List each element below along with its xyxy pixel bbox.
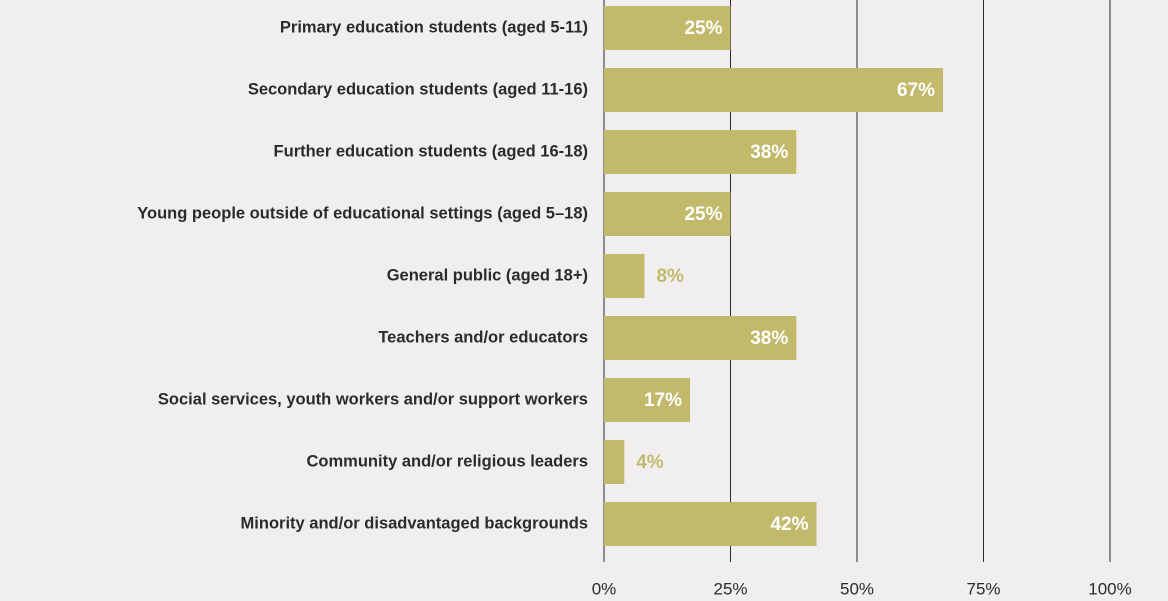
data-label: 25%	[684, 18, 722, 39]
category-label: Further education students (aged 16-18)	[274, 142, 588, 160]
data-label: 38%	[750, 142, 788, 163]
bar	[604, 440, 625, 484]
data-label: 38%	[750, 328, 788, 349]
category-label: Primary education students (aged 5-11)	[280, 18, 588, 36]
bar	[604, 6, 731, 50]
data-label: 8%	[656, 266, 684, 287]
category-label: Secondary education students (aged 11-16…	[248, 80, 588, 98]
x-tick-label: 25%	[713, 579, 747, 598]
category-label: Community and/or religious leaders	[307, 452, 588, 470]
category-label: Minority and/or disadvantaged background…	[241, 514, 588, 532]
bar	[604, 378, 691, 422]
data-label: 4%	[636, 452, 664, 473]
bar	[604, 254, 645, 298]
category-label: General public (aged 18+)	[387, 266, 588, 284]
x-tick-label: 0%	[592, 579, 617, 598]
category-label: Social services, youth workers and/or su…	[158, 390, 588, 408]
x-tick-label: 50%	[840, 579, 874, 598]
category-label: Teachers and/or educators	[378, 328, 588, 346]
bar	[604, 68, 944, 112]
bar	[604, 130, 797, 174]
x-tick-label: 100%	[1088, 579, 1131, 598]
x-tick-label: 75%	[966, 579, 1000, 598]
bar	[604, 502, 817, 546]
data-label: 17%	[644, 390, 682, 411]
data-label: 42%	[770, 514, 808, 535]
bar	[604, 192, 731, 236]
data-label: 25%	[684, 204, 722, 225]
bar	[604, 316, 797, 360]
category-label: Young people outside of educational sett…	[137, 204, 588, 222]
data-label: 67%	[897, 80, 935, 101]
